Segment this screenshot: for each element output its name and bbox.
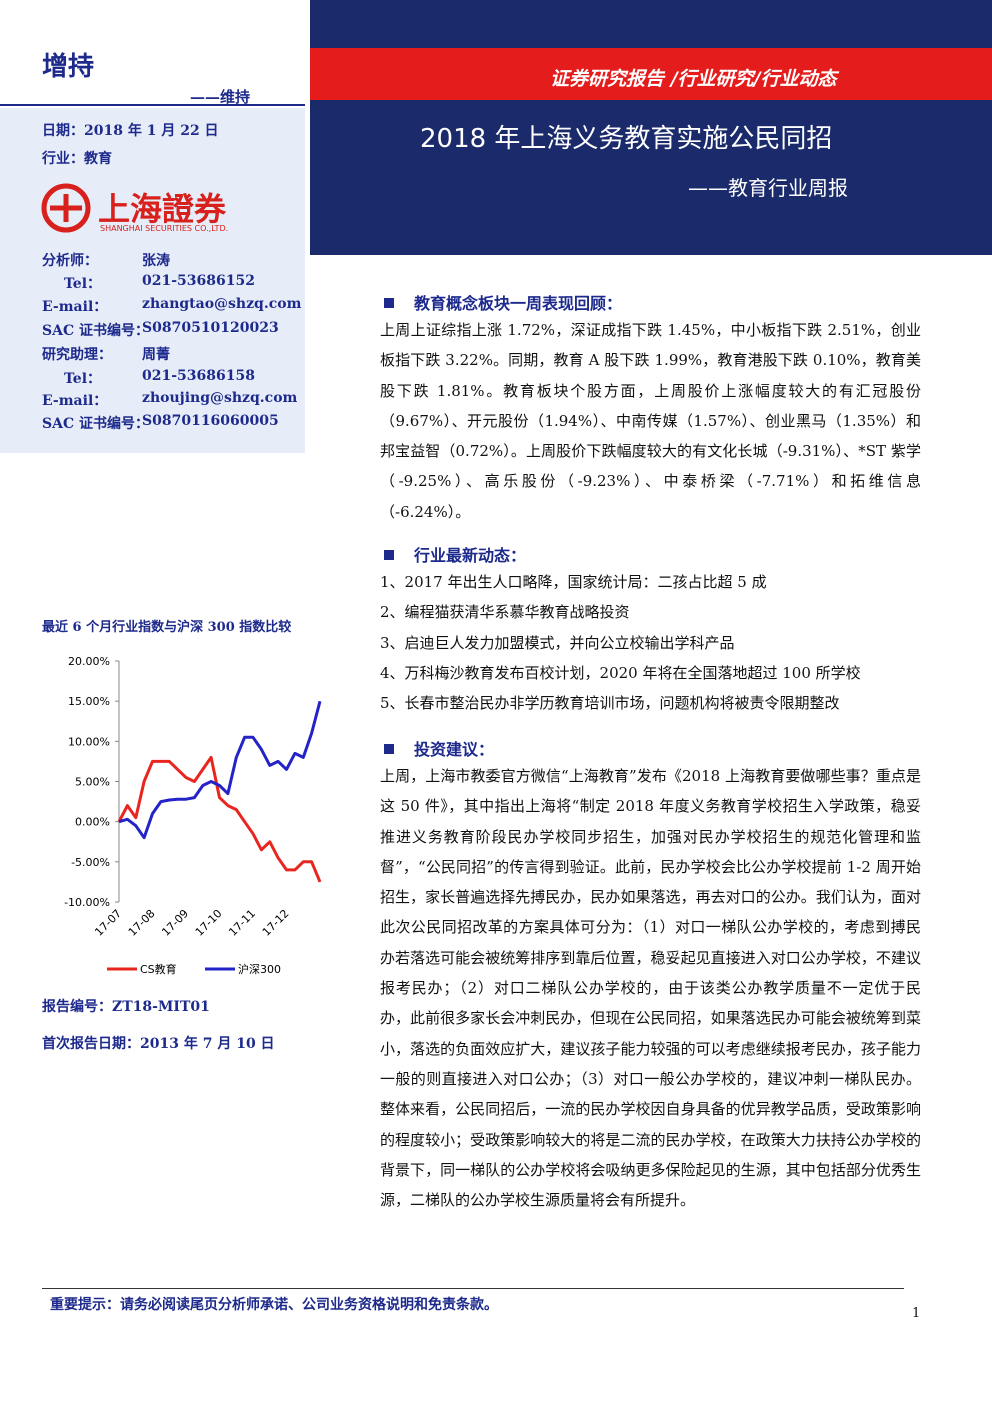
analyst-value: 周菁 xyxy=(142,347,170,363)
analyst-label: E-mail： xyxy=(42,393,108,409)
section-heading: 投资建议： xyxy=(384,736,494,760)
analyst-label: 分析师： xyxy=(42,253,98,269)
analyst-label: SAC 证书编号： xyxy=(42,416,149,432)
page-number: 1 xyxy=(912,1306,921,1321)
x-tick-label: 17-11 xyxy=(226,907,258,939)
section-heading: 行业最新动态： xyxy=(384,542,526,566)
x-tick-label: 17-07 xyxy=(92,907,124,939)
line-series xyxy=(118,700,322,840)
x-tick-label: 17-12 xyxy=(260,907,292,939)
band-red xyxy=(310,48,992,100)
bullet xyxy=(384,298,394,308)
paragraph: 5、长春市整治民办非学历教育培训市场，问题机构将被责令限期整改 xyxy=(380,694,840,713)
logo-en: SHANGHAI SECURITIES CO.,LTD. xyxy=(100,224,229,233)
analyst-label: 研究助理： xyxy=(42,347,112,363)
section-body: 1、2017 年出生人口略降，国家统计局：二孩占比超 5 成 2、编程猫获清华系慕… xyxy=(380,567,921,718)
analyst-value: 张涛 xyxy=(142,253,170,269)
analyst-value: S0870116060005 xyxy=(142,413,279,429)
y-tick-label: 10.00% xyxy=(68,735,110,748)
rating: 增持 xyxy=(42,52,95,82)
analyst-value: zhoujing@shzq.com xyxy=(142,390,298,406)
analyst-label: Tel： xyxy=(64,276,102,292)
band-top xyxy=(310,0,992,48)
section-heading-text: 行业最新动态： xyxy=(414,546,527,565)
rating-sub: ——维持 xyxy=(190,88,251,106)
subtitle: ——教育行业周报 xyxy=(688,176,848,200)
analyst-label: SAC 证书编号： xyxy=(42,323,149,339)
legend-label: 沪深300 xyxy=(238,962,281,976)
paragraph: 1、2017 年出生人口略降，国家统计局：二孩占比超 5 成 xyxy=(380,573,767,591)
line-series xyxy=(117,755,322,883)
title-block xyxy=(310,100,992,255)
analyst-value: zhangtao@shzq.com xyxy=(142,296,302,312)
bullet xyxy=(384,744,394,754)
y-tick-label: 5.00% xyxy=(75,776,110,789)
analyst-value: 021-53686152 xyxy=(142,273,255,289)
section-heading-text: 教育概念板块一周表现回顾： xyxy=(414,294,623,313)
analyst-label: Tel： xyxy=(64,371,102,387)
paragraph: 2、编程猫获清华系慕华教育战略投资 xyxy=(380,603,630,622)
first-date: 首次报告日期：2013 年 7 月 10 日 xyxy=(42,1036,275,1052)
y-tick-label: -10.00% xyxy=(64,896,110,909)
logo-mark xyxy=(41,183,91,233)
section-heading-text: 投资建议： xyxy=(414,740,495,759)
section-body: 上周，上海市教委官方微信“上海教育”发布《2018 上海教育要做哪些事？重点是这… xyxy=(380,761,921,1215)
section-heading: 教育概念板块一周表现回顾： xyxy=(384,290,622,314)
info-panel xyxy=(0,108,305,453)
title: 2018 年上海义务教育实施公民同招 xyxy=(420,124,833,154)
analyst-label: E-mail： xyxy=(42,299,108,315)
date: 日期：2018 年 1 月 22 日 xyxy=(42,123,219,139)
chart: 最近 6 个月行业指数与沪深 300 指数比较 -10.00% -5.00% 0.0… xyxy=(42,619,322,976)
footer-rule xyxy=(42,1288,904,1289)
band-text: 证券研究报告 /行业研究/行业动态 xyxy=(550,68,837,90)
report-no: 报告编号：ZT18-MIT01 xyxy=(42,999,210,1015)
legend-label: CS教育 xyxy=(140,962,177,976)
section-body: 上周上证综指上涨 1.72%，深证成指下跌 1.45%，中小板指下跌 2.51%… xyxy=(380,315,921,527)
x-tick-label: 17-09 xyxy=(159,907,191,939)
footer-note: 重要提示：请务必阅读尾页分析师承诺、公司业务资格说明和免责条款。 xyxy=(50,1297,498,1313)
paragraph: 4、万科梅沙教育发布百校计划，2020 年将在全国落地超过 100 所学校 xyxy=(380,663,861,682)
y-tick-label: 0.00% xyxy=(75,816,110,829)
chart-title: 最近 6 个月行业指数与沪深 300 指数比较 xyxy=(42,619,291,635)
y-tick-label: -5.00% xyxy=(71,856,110,869)
paragraph: 3、启迪巨人发力加盟模式，并向公立校输出学科产品 xyxy=(380,633,735,652)
x-tick-label: 17-10 xyxy=(193,907,225,939)
paragraph: 上周上证综指上涨 1.72%，深证成指下跌 1.45%，中小板指下跌 2.51%… xyxy=(380,321,921,521)
bullet xyxy=(384,550,394,560)
analyst-value: S0870510120023 xyxy=(142,320,279,336)
y-tick-label: 20.00% xyxy=(68,655,110,668)
analyst-value: 021-53686158 xyxy=(142,368,255,384)
x-tick-label: 17-08 xyxy=(126,907,158,939)
paragraph: 上周，上海市教委官方微信“上海教育”发布《2018 上海教育要做哪些事？重点是这… xyxy=(380,767,921,1210)
y-tick-label: 15.00% xyxy=(68,695,110,708)
industry: 行业：教育 xyxy=(42,151,112,167)
rule xyxy=(0,104,305,106)
logo-text: 上海證券 xyxy=(98,190,227,228)
